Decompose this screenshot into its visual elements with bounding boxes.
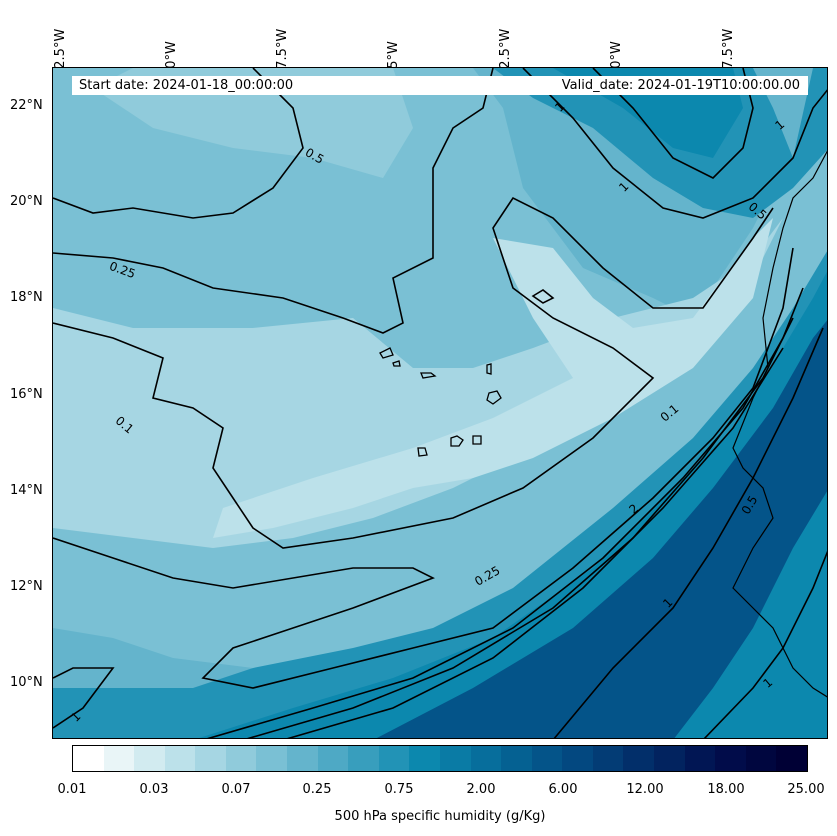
island-sal xyxy=(486,363,492,375)
humidity-zone-southwest xyxy=(53,628,253,688)
lat-label-22n: 22°N xyxy=(10,98,43,113)
lat-label-20n: 20°N xyxy=(10,194,43,209)
colorbar-tick: 6.00 xyxy=(548,782,578,797)
colorbar-swatch xyxy=(103,746,135,771)
contour-1-east xyxy=(553,327,824,738)
humidity-zone-northwest-light xyxy=(93,68,413,178)
colorbar-swatch xyxy=(531,746,563,771)
contour-closed-small xyxy=(531,289,555,304)
island-santiago xyxy=(450,435,464,447)
contour-0-25 xyxy=(53,68,494,334)
colorbar-swatch xyxy=(776,746,807,771)
island-sao-vicente xyxy=(392,360,401,367)
colorbar-label: 500 hPa specific humidity (g/Kg) xyxy=(334,809,546,824)
contour-1-north-inner xyxy=(592,68,754,179)
colorbar-tick: 0.25 xyxy=(302,782,332,797)
contour-1-southwest xyxy=(53,667,115,729)
colorbar-tick: 0.03 xyxy=(139,782,169,797)
dry-tongue-core xyxy=(213,218,773,538)
start-date-label: Start date: 2024-01-18_00:00:00 xyxy=(79,78,294,93)
island-fogo xyxy=(417,447,428,457)
colorbar-swatch xyxy=(745,746,777,771)
lat-label-10n: 10°N xyxy=(10,675,43,690)
cape-verde-islands xyxy=(379,347,502,457)
colorbar xyxy=(72,745,808,772)
lat-label-16n: 16°N xyxy=(10,387,43,402)
colorbar-swatch xyxy=(715,746,746,771)
colorbar-tick: 12.00 xyxy=(626,782,664,797)
contour-0-25-south xyxy=(53,247,794,689)
colorbar-swatch xyxy=(439,746,471,771)
contour-2-band xyxy=(287,347,784,738)
colorbar-swatch xyxy=(501,746,532,771)
colorbar-swatch xyxy=(73,746,104,771)
colorbar-tick: 2.00 xyxy=(466,782,496,797)
colorbar-swatch xyxy=(164,746,196,771)
dry-tongue xyxy=(53,218,783,548)
colorbar-swatch xyxy=(287,746,318,771)
colorbar-swatch xyxy=(470,746,502,771)
contour-1-north xyxy=(522,68,827,219)
moist-band-core xyxy=(376,320,827,738)
colorbar-tick: 0.75 xyxy=(384,782,414,797)
colorbar-swatch xyxy=(409,746,440,771)
valid-date-label: Valid_date: 2024-01-19T10:00:00.00 xyxy=(561,78,800,93)
lat-label-18n: 18°N xyxy=(10,290,43,305)
colorbar-swatch xyxy=(592,746,624,771)
colorbar-swatch xyxy=(225,746,257,771)
humidity-map xyxy=(52,67,828,739)
colorbar-tick: 0.01 xyxy=(57,782,87,797)
colorbar-swatch xyxy=(134,746,165,771)
contour-lines xyxy=(53,68,827,738)
contour-0-5-west xyxy=(53,68,304,219)
island-sao-nicolau xyxy=(420,372,437,379)
colorbar-swatch xyxy=(378,746,410,771)
lat-label-14n: 14°N xyxy=(10,483,43,498)
header-bar xyxy=(72,76,808,95)
african-coastline xyxy=(732,150,827,698)
map-svg xyxy=(53,68,827,738)
colorbar-tick: 25.00 xyxy=(787,782,825,797)
contour-0-5-band xyxy=(207,287,804,738)
colorbar-tick: 18.00 xyxy=(707,782,745,797)
colorbar-swatch xyxy=(195,746,226,771)
colorbar-swatch xyxy=(653,746,685,771)
colorbar-swatch xyxy=(562,746,593,771)
lat-label-12n: 12°N xyxy=(10,579,43,594)
colorbar-swatch xyxy=(623,746,654,771)
colorbar-swatch xyxy=(348,746,379,771)
island-boa-vista xyxy=(486,390,502,405)
colorbar-tick: 0.07 xyxy=(221,782,251,797)
colorbar-swatch xyxy=(256,746,288,771)
contour-1-band xyxy=(247,317,794,738)
colorbar-swatch xyxy=(317,746,349,771)
colorbar-swatch xyxy=(684,746,716,771)
island-santo-antao xyxy=(379,347,394,359)
island-maio xyxy=(472,435,482,445)
contour-0-1 xyxy=(53,196,774,549)
